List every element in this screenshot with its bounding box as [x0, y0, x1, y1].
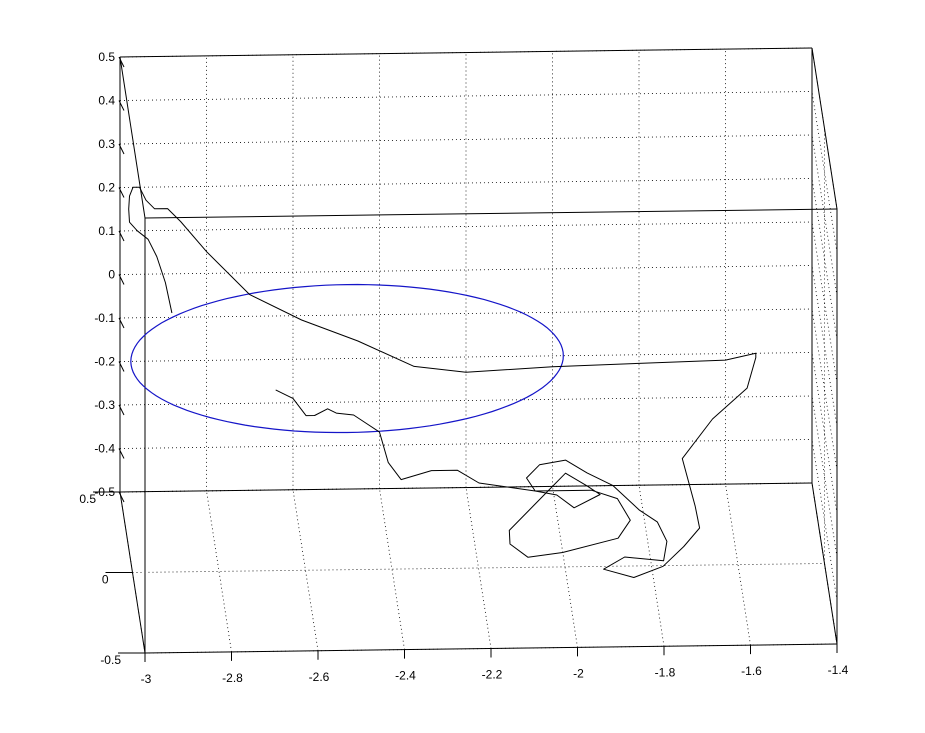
axis-edge	[119, 482, 813, 493]
data-layer	[128, 186, 757, 578]
grid-line	[119, 265, 813, 275]
y-tick-label: 0.5	[79, 492, 96, 506]
axis-edge	[811, 482, 838, 645]
x-tick-label: -2.4	[395, 669, 416, 683]
grid-line	[811, 352, 838, 514]
grid-line	[119, 221, 813, 232]
z-tick-mark	[118, 491, 125, 503]
x-tick-label: -1.6	[741, 664, 762, 678]
z-tick-label: 0.2	[98, 181, 115, 195]
axis-edge	[119, 56, 146, 219]
grid-line	[119, 439, 813, 449]
axis-edge	[119, 47, 813, 58]
grid-lines	[119, 47, 838, 654]
z-tick-mark	[118, 361, 125, 372]
grid-line	[119, 395, 813, 406]
grid-line	[811, 439, 838, 601]
y-tick-label: -0.5	[100, 653, 121, 667]
z-tick-label: 0	[108, 268, 115, 282]
x-tick-label: -3	[141, 672, 152, 686]
ellipse-series	[130, 283, 564, 434]
z-tick-label: 0.4	[98, 94, 115, 108]
grid-line	[119, 134, 813, 145]
z-tick-label: -0.2	[94, 355, 115, 369]
z-tick-label: -0.4	[94, 442, 115, 456]
grid-line	[206, 490, 232, 652]
grid-line	[119, 91, 813, 101]
grid-line	[811, 395, 838, 558]
grid-line	[465, 487, 492, 649]
z-tick-mark	[118, 56, 125, 68]
z-tick-mark	[118, 404, 125, 416]
z-tick-label: 0.1	[98, 224, 115, 238]
z-tick-label: 0.3	[98, 137, 115, 151]
grid-line	[132, 563, 825, 573]
grid-line	[119, 352, 813, 362]
y-tick-label: 0	[102, 573, 109, 587]
trajectory-series	[128, 186, 757, 578]
axes-box	[93, 47, 838, 662]
z-tick-label: -0.1	[94, 311, 115, 325]
x-tick-label: -2.2	[482, 668, 503, 682]
x-tick-label: -2.8	[222, 671, 243, 685]
z-tick-mark	[118, 143, 125, 155]
x-tick-label: -2.6	[309, 670, 330, 684]
grid-line	[638, 485, 665, 647]
x-tick-label: -2	[573, 666, 584, 680]
z-tick-label: -0.3	[94, 398, 115, 412]
tick-labels: -3 -2.8 -2.6 -2.4 -2.2 -2 -1.8 -1.6 -1.4 -0.5 0 0.5…	[79, 50, 848, 686]
z-tick-mark	[118, 100, 125, 111]
axis-edge	[144, 208, 838, 219]
z-tick-mark	[118, 317, 125, 329]
z-tick-mark	[118, 448, 125, 459]
x-tick-label: -1.8	[655, 665, 676, 679]
z-tick-label: -0.5	[94, 485, 115, 499]
grid-line	[811, 308, 838, 471]
axis-edge	[811, 47, 838, 210]
grid-line	[811, 265, 838, 427]
z-tick-label: 0.5	[98, 50, 115, 64]
z-tick-mark	[118, 230, 125, 242]
z-tick-mark	[118, 274, 125, 285]
x-tick-label: -1.4	[828, 663, 849, 677]
grid-line	[119, 178, 813, 188]
grid-line	[119, 308, 813, 319]
z-tick-mark	[118, 187, 125, 198]
grid-line	[811, 91, 838, 253]
